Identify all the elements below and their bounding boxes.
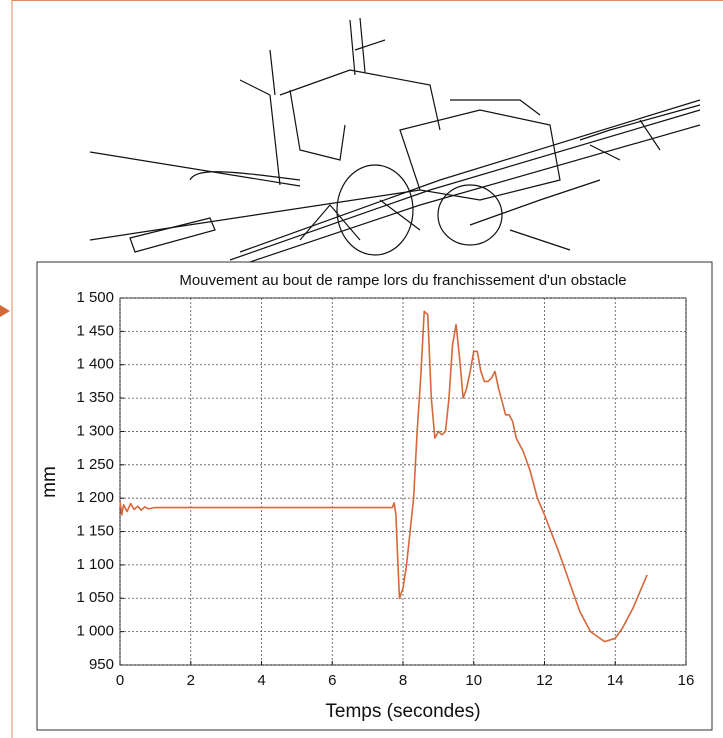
- data-line: [119, 310, 648, 643]
- plot-area: [119, 297, 687, 666]
- y-tick-label: 1 200: [76, 489, 114, 506]
- y-tick-label: 1 450: [76, 322, 114, 339]
- y-tick-label: 1 300: [76, 422, 114, 439]
- x-tick-label: 0: [116, 672, 124, 689]
- y-tick-label: 1 000: [76, 623, 114, 640]
- chart-title: Mouvement au bout de rampe lors du franc…: [179, 272, 626, 289]
- y-tick-label: 1 350: [76, 389, 114, 406]
- arrow-marker: [0, 305, 10, 317]
- y-tick-label: 1 400: [76, 356, 114, 373]
- y-tick-label: 1 050: [76, 589, 114, 606]
- chart-frame: [36, 261, 713, 731]
- sprayer-illustration: [89, 17, 701, 263]
- y-tick-label: 1 100: [76, 556, 114, 573]
- x-tick-label: 6: [328, 672, 336, 689]
- x-tick-label: 2: [187, 672, 195, 689]
- x-tick-label: 8: [399, 672, 407, 689]
- y-tick-label: 1 250: [76, 456, 114, 473]
- x-tick-label: 4: [257, 672, 265, 689]
- y-tick-label: 1 500: [76, 289, 114, 306]
- y-axis-label: mm: [39, 466, 60, 498]
- x-tick-label: 12: [536, 672, 553, 689]
- y-tick-label: 950: [89, 656, 114, 673]
- x-tick-label: 10: [465, 672, 482, 689]
- y-tick-label: 1 150: [76, 523, 114, 540]
- x-tick-label: 16: [678, 672, 695, 689]
- x-axis-label: Temps (secondes): [325, 701, 480, 722]
- x-tick-label: 14: [607, 672, 624, 689]
